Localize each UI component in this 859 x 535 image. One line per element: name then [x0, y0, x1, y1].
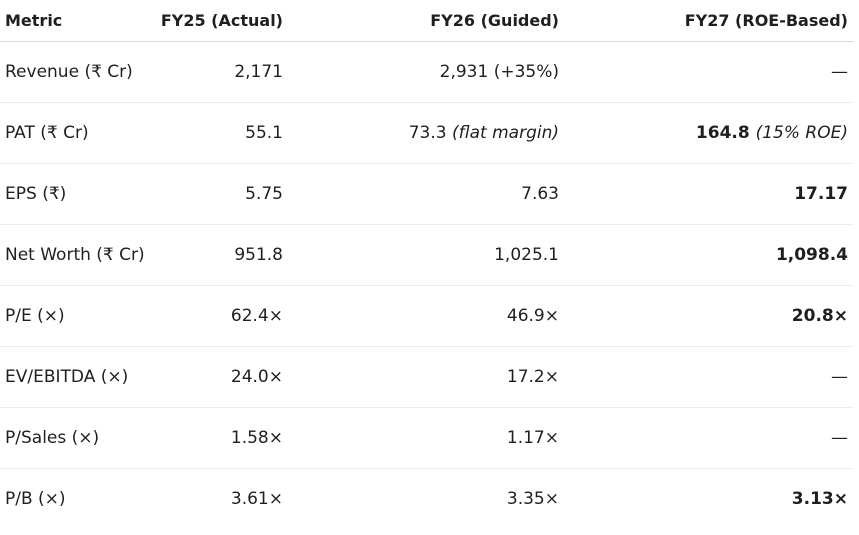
header-row: Metric FY25 (Actual) FY26 (Guided) FY27 … [0, 0, 854, 42]
fy27-cell: 1,098.4 [565, 224, 854, 286]
fy27-value: 3.13× [791, 489, 848, 509]
table-row: Net Worth (₹ Cr) 951.8 1,025.1 1,098.4 [0, 224, 854, 286]
fy26-cell: 17.2× [289, 346, 565, 408]
fy25-value: 1.58× [152, 407, 289, 469]
metric-label: P/E (×) [0, 285, 152, 347]
fy27-value: — [831, 367, 848, 387]
fy27-value: — [831, 428, 848, 448]
fy25-value: 24.0× [152, 346, 289, 408]
header-metric: Metric [0, 0, 152, 42]
fy26-value: 7.63 [521, 184, 559, 204]
fy26-cell: 3.35× [289, 469, 565, 530]
fy25-value: 55.1 [152, 102, 289, 164]
fy26-note: (flat margin) [452, 123, 559, 143]
fy27-cell: — [565, 41, 854, 103]
fy27-value: 164.8 [695, 123, 756, 143]
fy26-cell: 2,931 (+35%) [289, 41, 565, 103]
metric-label: EPS (₹) [0, 163, 152, 225]
fy27-cell: — [565, 346, 854, 408]
table-row: PAT (₹ Cr) 55.1 73.3 (flat margin) 164.8… [0, 102, 854, 164]
fy25-value: 3.61× [230, 489, 283, 509]
header-fy25: FY25 (Actual) [152, 0, 289, 42]
fy27-cell: 164.8 (15% ROE) [565, 102, 854, 164]
fy26-cell: 73.3 (flat margin) [289, 102, 565, 164]
table-row: P/Sales (×) 1.58× 1.17× — [0, 407, 854, 469]
table-row: P/B (×) 3.61× 3.35× 3.13× [0, 469, 854, 530]
fy26-value: 1,025.1 [494, 245, 559, 265]
fy26-value: 17.2× [506, 367, 559, 387]
fy26-value: 3.35× [506, 489, 559, 509]
metric-label: Net Worth (₹ Cr) [0, 224, 152, 286]
fy26-cell: 1,025.1 [289, 224, 565, 286]
metric-label: Revenue (₹ Cr) [0, 41, 152, 103]
fy26-value: 1.17× [506, 428, 559, 448]
metric-label: P/B (×) [5, 489, 66, 509]
table-row: EV/EBITDA (×) 24.0× 17.2× — [0, 346, 854, 408]
fy27-value: 20.8× [791, 306, 848, 326]
table-row: Revenue (₹ Cr) 2,171 2,931 (+35%) — [0, 41, 854, 103]
header-fy27: FY27 (ROE-Based) [565, 0, 854, 42]
table-header: Metric FY25 (Actual) FY26 (Guided) FY27 … [0, 0, 854, 42]
fy26-cell: 1.17× [289, 407, 565, 469]
fy27-cell: 3.13× [565, 469, 854, 530]
table-row: EPS (₹) 5.75 7.63 17.17 [0, 163, 854, 225]
metric-label: P/Sales (×) [0, 407, 152, 469]
fy27-cell: — [565, 407, 854, 469]
fy25-value: 2,171 [152, 41, 289, 103]
fy26-value: 46.9× [506, 306, 559, 326]
fy27-value: — [831, 62, 848, 82]
fy27-cell: 20.8× [565, 285, 854, 347]
header-fy26: FY26 (Guided) [289, 0, 565, 42]
fy26-cell: 7.63 [289, 163, 565, 225]
fy25-value: 62.4× [152, 285, 289, 347]
fy26-value: 2,931 (+35%) [439, 62, 559, 82]
fy25-value: 951.8 [152, 224, 289, 286]
fy26-cell: 46.9× [289, 285, 565, 347]
table-row: P/E (×) 62.4× 46.9× 20.8× [0, 285, 854, 347]
fy27-value: 17.17 [794, 184, 848, 204]
metric-label: PAT (₹ Cr) [0, 102, 152, 164]
fy27-value: 1,098.4 [775, 245, 848, 265]
fy27-cell: 17.17 [565, 163, 854, 225]
fy27-note: (15% ROE) [755, 123, 848, 143]
table-body: Revenue (₹ Cr) 2,171 2,931 (+35%) — PAT … [0, 41, 854, 530]
fy26-value: 73.3 [408, 123, 452, 143]
fy25-value: 5.75 [152, 163, 289, 225]
metric-label: EV/EBITDA (×) [0, 346, 152, 408]
